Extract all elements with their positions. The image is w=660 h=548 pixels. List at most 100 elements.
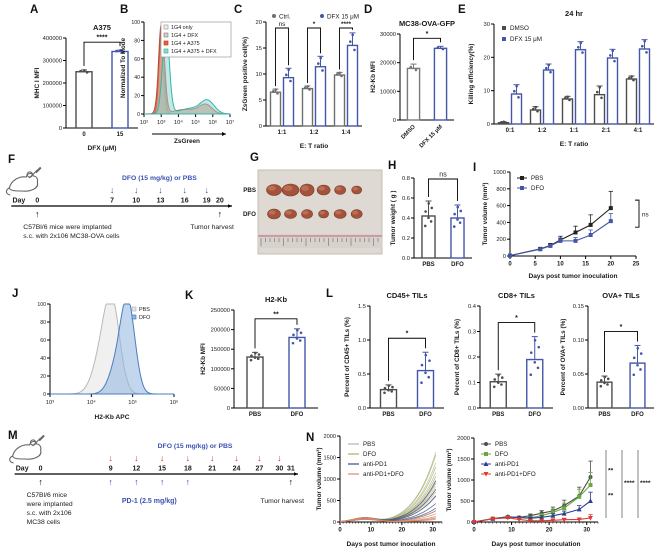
svg-text:250000: 250000 <box>211 308 230 314</box>
svg-text:H2-Kb: H2-Kb <box>265 295 288 304</box>
svg-text:↓: ↓ <box>158 185 163 195</box>
svg-text:500: 500 <box>460 499 470 505</box>
svg-text:25: 25 <box>633 262 640 268</box>
svg-text:1000: 1000 <box>324 477 336 483</box>
svg-text:20000: 20000 <box>380 61 396 67</box>
svg-text:PBS: PBS <box>243 187 256 194</box>
panel-n-mean-chart: 0 500 1000 1500 2000 0 10 20 30 Days post tumor i… <box>446 436 651 548</box>
svg-text:30: 30 <box>484 22 490 28</box>
svg-text:1G4 + DFX: 1G4 + DFX <box>171 33 199 39</box>
svg-text:were implanted: were implanted <box>26 501 73 508</box>
panel-d: D 0 10000 20000 30000 MC38-OVA-GFP H2-Kb MFI D… <box>364 4 458 152</box>
svg-text:2000: 2000 <box>457 436 470 442</box>
svg-text:↓: ↓ <box>108 453 113 463</box>
svg-text:100: 100 <box>37 302 46 308</box>
panel-n-spaghetti-chart: 0 500 1000 1500 2000 0 10 20 30 Days post tumor i… <box>316 434 443 548</box>
svg-text:0.4: 0.4 <box>468 304 477 310</box>
panel-g: G PBS DFO <box>242 152 390 264</box>
svg-text:H2-Kb APC: H2-Kb APC <box>95 414 130 421</box>
svg-text:0: 0 <box>259 124 262 130</box>
svg-text:DFO: DFO <box>631 412 644 418</box>
svg-text:DFX 15 μM: DFX 15 μM <box>510 36 542 43</box>
svg-text:300000: 300000 <box>43 59 62 65</box>
svg-text:1:2: 1:2 <box>310 130 319 136</box>
svg-text:Days post tumor inoculation: Days post tumor inoculation <box>491 541 580 548</box>
svg-text:↑: ↑ <box>160 477 165 487</box>
svg-text:CD8+ TILs: CD8+ TILs <box>498 291 535 300</box>
panel-g-label: G <box>250 152 259 164</box>
svg-text:10⁵: 10⁵ <box>191 119 200 126</box>
svg-text:0: 0 <box>137 112 140 118</box>
svg-text:30000: 30000 <box>380 32 396 38</box>
svg-text:0.15: 0.15 <box>573 304 584 310</box>
svg-text:PBS: PBS <box>139 307 150 313</box>
panel-l-cd45-chart: 0.0 0.5 1.0 1.5 CD45+ TILs Percent of CD45+ T… <box>344 291 444 418</box>
svg-text:**: ** <box>608 493 614 500</box>
svg-text:PBS: PBS <box>492 412 504 418</box>
svg-text:0.05: 0.05 <box>573 372 584 378</box>
svg-text:0.0: 0.0 <box>358 406 366 412</box>
svg-text:PBS: PBS <box>382 412 394 418</box>
svg-text:100: 100 <box>131 20 140 26</box>
svg-text:40: 40 <box>40 356 46 362</box>
svg-text:↑: ↑ <box>218 209 223 219</box>
svg-text:PBS: PBS <box>598 412 610 418</box>
svg-text:0: 0 <box>227 406 230 412</box>
svg-text:0.00: 0.00 <box>573 406 584 412</box>
svg-text:C57Bl/6 mice: C57Bl/6 mice <box>27 492 68 499</box>
panel-n-mean: 0 500 1000 1500 2000 0 10 20 30 Days post tumor i… <box>444 424 660 548</box>
svg-text:21: 21 <box>208 466 216 473</box>
svg-text:E: T ratio: E: T ratio <box>300 143 329 150</box>
svg-text:0: 0 <box>333 520 336 526</box>
svg-text:ns: ns <box>439 172 447 179</box>
svg-text:30: 30 <box>429 528 436 534</box>
svg-text:OVA+ TILs: OVA+ TILs <box>602 291 640 300</box>
svg-text:50000: 50000 <box>214 386 230 392</box>
svg-text:0.0: 0.0 <box>402 256 410 262</box>
svg-text:0.2: 0.2 <box>468 355 476 361</box>
svg-text:↑: ↑ <box>289 477 294 487</box>
panel-j-flow-histogram: 0 20 40 60 80 100 10³ 10⁴ 10⁵ 10⁶ H2-Kb APC PBS DFO <box>37 302 179 421</box>
svg-text:Percent of CD45+ TILs (%): Percent of CD45+ TILs (%) <box>344 317 351 397</box>
panel-i: I 0 200 400 600 800 1000 0 5 10 15 20 25 Days post t… <box>470 156 660 282</box>
panel-d-label: D <box>364 4 373 16</box>
svg-text:****: **** <box>97 35 108 42</box>
svg-text:0: 0 <box>472 528 476 534</box>
panel-l-cd8: 0.0 0.1 0.2 0.3 0.4 CD8+ TILs Percent of CD8+ … <box>452 284 558 426</box>
panel-c-label: C <box>234 4 243 16</box>
panel-m-label: M <box>8 430 18 442</box>
panel-a: A 0 100000 200000 300000 400000 A375 MHC I MFI… <box>30 4 142 152</box>
svg-text:0.6: 0.6 <box>402 196 410 202</box>
svg-text:↓: ↓ <box>160 453 165 463</box>
panel-k-label: K <box>185 290 194 302</box>
svg-text:1500: 1500 <box>324 456 336 462</box>
svg-text:0:1: 0:1 <box>506 128 515 134</box>
svg-text:↓: ↓ <box>186 453 191 463</box>
svg-text:DFO: DFO <box>291 412 304 418</box>
panel-c-chart: 0 5 10 15 20 ZsGreen positive cell(%) E: T rat… <box>242 14 362 150</box>
svg-text:10: 10 <box>368 528 375 534</box>
svg-text:1.5: 1.5 <box>358 304 366 310</box>
panel-c: C 0 5 10 15 20 ZsGreen positive cell(%) E: T r… <box>234 0 366 152</box>
panel-j-label: J <box>12 288 19 300</box>
svg-text:*: * <box>515 315 518 322</box>
panel-i-label: I <box>473 162 477 174</box>
svg-text:20: 20 <box>40 374 46 380</box>
panel-e: E 0 10 20 30 24 hr Killing efficiency(%) E: T … <box>458 0 660 152</box>
svg-text:↓: ↓ <box>134 185 139 195</box>
svg-text:↓: ↓ <box>234 453 239 463</box>
svg-text:0.4: 0.4 <box>402 216 411 222</box>
svg-text:1:4: 1:4 <box>342 130 351 136</box>
svg-text:↓: ↓ <box>204 185 209 195</box>
panel-f: F DFO (15 mg/kg) or PBS ↓ ↓ ↓ ↓ ↓ Day 0 7 10 13 16 1… <box>4 152 242 268</box>
svg-text:Ctrl.: Ctrl. <box>279 14 291 21</box>
svg-text:15: 15 <box>256 46 262 52</box>
svg-text:20: 20 <box>484 55 490 61</box>
svg-text:60: 60 <box>40 338 46 344</box>
panel-m-timeline: DFO (15 mg/kg) or PBS↓ ↓ ↓ ↓ ↓ ↓ ↓ ↓Day 0 9 12 15 18… <box>9 434 304 526</box>
panel-b-flow-histogram: 0 20 40 60 80 100 10² 10³ 10⁴ 10⁵ 10⁶ 10⁷ Normalized… <box>120 20 234 145</box>
svg-text:10⁶: 10⁶ <box>208 119 217 126</box>
svg-text:10: 10 <box>256 72 262 78</box>
svg-text:DFO: DFO <box>528 412 541 418</box>
panel-k: K 0 50000 100000 150000 200000 250000 H2-Kb H2-… <box>182 284 324 426</box>
